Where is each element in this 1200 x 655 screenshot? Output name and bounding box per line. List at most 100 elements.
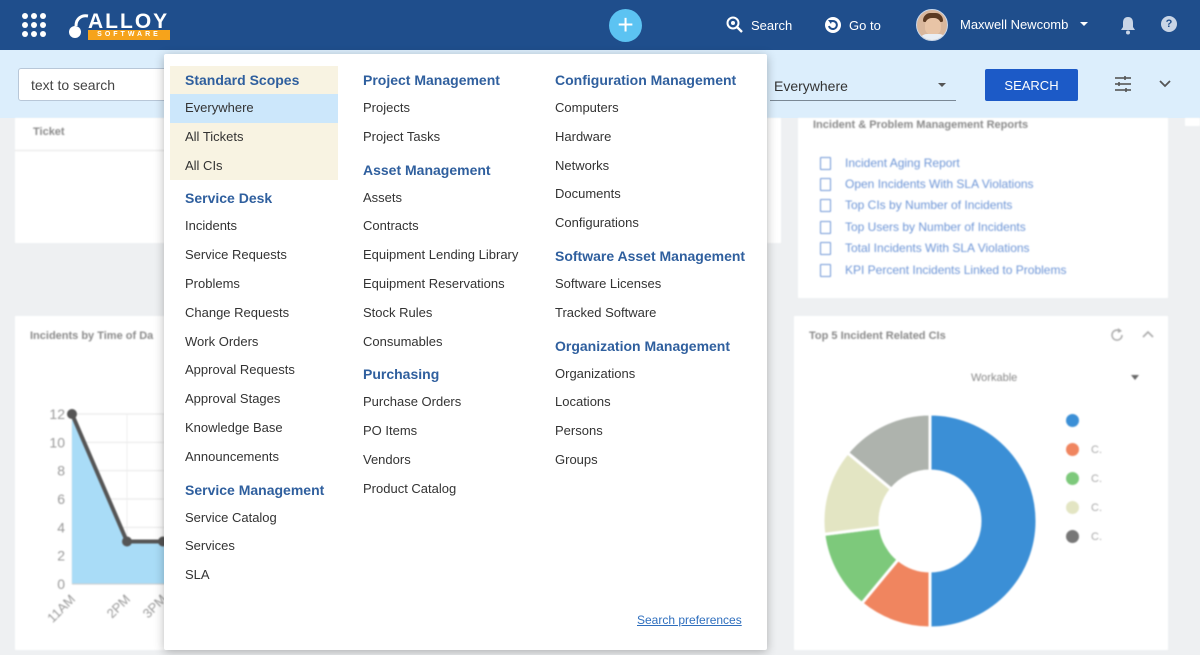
search-preferences-link[interactable]: Search preferences [637,613,742,627]
menu-column: Configuration Management Computers Hardwar… [549,66,759,475]
menu-item-approval-stages[interactable]: Approval Stages [185,391,281,407]
top-cis-donut-chart [821,412,1039,630]
menu-item-project-tasks[interactable]: Project Tasks [363,128,441,144]
menu-section-project-management: Project Management Projects Project Tasks [357,66,542,152]
user-avatar[interactable] [916,9,948,41]
alloy-logo[interactable]: ALLOY SOFTWARE [66,10,172,42]
report-link[interactable]: Top CIs by Number of Incidents [820,198,1012,212]
menu-item-service-catalog[interactable]: Service Catalog [185,509,277,525]
menu-item-all-tickets[interactable]: All Tickets [185,128,244,144]
time-chart-panel: Incidents by Time of Da 0 2 4 6 8 10 12 11AM 2PM… [15,316,167,650]
report-link[interactable]: Total Incidents With SLA Violations [820,241,1030,255]
menu-item-incidents[interactable]: Incidents [185,218,238,234]
menu-item-service-requests[interactable]: Service Requests [185,247,287,263]
y-tick-label: 8 [57,463,65,479]
menu-item-groups[interactable]: Groups [555,451,598,467]
menu-item-assets[interactable]: Assets [363,189,403,205]
data-point [122,536,132,547]
menu-item-work-orders[interactable]: Work Orders [185,333,259,349]
menu-section-title: Software Asset Management [555,247,746,264]
cis-filter-chevron-icon[interactable] [1131,375,1139,380]
filter-settings-icon[interactable] [1114,76,1132,92]
goto-icon [825,17,841,33]
notifications-bell-icon[interactable] [1119,15,1137,35]
menu-item-product-catalog[interactable]: Product Catalog [363,480,457,496]
apps-grid-icon[interactable] [22,13,46,37]
menu-item-services[interactable]: Services [185,538,235,554]
pie-slice [928,412,1039,630]
reports-title: Incident & Problem Management Reports [813,119,1029,131]
expand-chevron-icon[interactable] [1159,80,1171,88]
menu-item-purchase-orders[interactable]: Purchase Orders [363,394,462,410]
search-scope-select[interactable]: Everywhere [770,70,956,101]
goto-link[interactable]: Go to [824,0,881,50]
menu-item-stock-rules[interactable]: Stock Rules [363,304,433,320]
menu-item-equipment-reservations[interactable]: Equipment Reservations [363,275,505,291]
incidents-time-chart: 0 2 4 6 8 10 12 11AM 2PM 3PM [44,406,167,626]
search-button[interactable]: SEARCH [985,69,1078,101]
menu-item-equipment-lending-library[interactable]: Equipment Lending Library [363,247,519,263]
menu-item-all-cis[interactable]: All CIs [185,157,223,173]
dashboard-background: Ticket Incident & Problem Management Rep… [0,118,1200,655]
logo-text: ALLOY [88,10,170,33]
menu-item-organizations[interactable]: Organizations [555,365,636,381]
menu-item-sla[interactable]: SLA [185,567,210,583]
menu-item-networks[interactable]: Networks [555,157,610,173]
x-tick-label: 11AM [44,592,78,626]
menu-item-hardware[interactable]: Hardware [555,128,612,144]
menu-section-title: Service Desk [185,190,273,207]
menu-item-documents[interactable]: Documents [555,186,621,202]
menu-section-service-management: Service Management Service Catalog Service… [170,476,338,590]
data-point [67,409,77,419]
menu-item-contracts[interactable]: Contracts [363,218,419,234]
legend-item: C. [1066,501,1102,514]
help-icon[interactable]: ? [1161,16,1177,32]
legend-item [1066,414,1091,427]
menu-item-locations[interactable]: Locations [555,394,611,410]
y-tick-label: 0 [57,576,65,592]
menu-column: Standard Scopes Everywhere All Tickets All … [170,66,338,590]
refresh-icon[interactable] [1110,328,1124,342]
menu-section-service-desk: Service Desk Incidents Service Requests Pro… [170,184,338,471]
report-link[interactable]: Incident Aging Report [820,156,960,170]
pie-slice [845,412,932,492]
menu-item-everywhere[interactable]: Everywhere [170,94,338,123]
collapse-chevron-icon[interactable] [1142,330,1154,338]
menu-item-consumables[interactable]: Consumables [363,333,443,349]
menu-item-knowledge-base[interactable]: Knowledge Base [185,419,283,435]
ticket-panel-edge [767,118,781,243]
report-link[interactable]: Open Incidents With SLA Violations [820,177,1034,191]
menu-item-configurations[interactable]: Configurations [555,215,639,231]
menu-item-po-items[interactable]: PO Items [363,423,418,439]
menu-item-approval-requests[interactable]: Approval Requests [185,362,295,378]
user-menu-chevron-icon[interactable] [1080,22,1088,26]
menu-item-announcements[interactable]: Announcements [185,448,279,464]
logo-subtext: SOFTWARE [88,30,170,40]
search-input[interactable] [18,68,168,101]
create-new-button[interactable]: + [609,9,642,42]
menu-item-vendors[interactable]: Vendors [363,451,411,467]
top-search-link[interactable]: Search [726,0,792,50]
menu-item-change-requests[interactable]: Change Requests [185,304,290,320]
menu-item-problems[interactable]: Problems [185,275,240,291]
time-chart-title: Incidents by Time of Da [30,330,154,342]
report-link[interactable]: Top Users by Number of Incidents [820,220,1026,234]
menu-item-projects[interactable]: Projects [363,100,410,115]
user-name[interactable]: Maxwell Newcomb [960,17,1069,32]
ticket-header: Ticket [33,126,65,138]
legend-item: C. [1066,472,1102,485]
y-tick-label: 4 [57,519,65,535]
menu-section-purchasing: Purchasing Purchase Orders PO Items Vendors… [357,360,542,503]
menu-item-tracked-software[interactable]: Tracked Software [555,304,657,320]
report-link[interactable]: KPI Percent Incidents Linked to Problems [820,263,1066,277]
menu-section-asset-management: Asset Management Assets Contracts Equipment… [357,156,542,357]
goto-label: Go to [849,17,881,33]
menu-section-title: Configuration Management [555,72,737,88]
menu-item-persons[interactable]: Persons [555,423,603,439]
reports-panel: Incident & Problem Management Reports In… [798,118,1168,298]
cis-filter-value[interactable]: Workable [971,372,1018,384]
menu-item-computers[interactable]: Computers [555,100,619,115]
y-tick-label: 12 [49,406,65,422]
menu-item-software-licenses[interactable]: Software Licenses [555,275,662,291]
menu-column: Project Management Projects Project Tasks A… [357,66,542,504]
